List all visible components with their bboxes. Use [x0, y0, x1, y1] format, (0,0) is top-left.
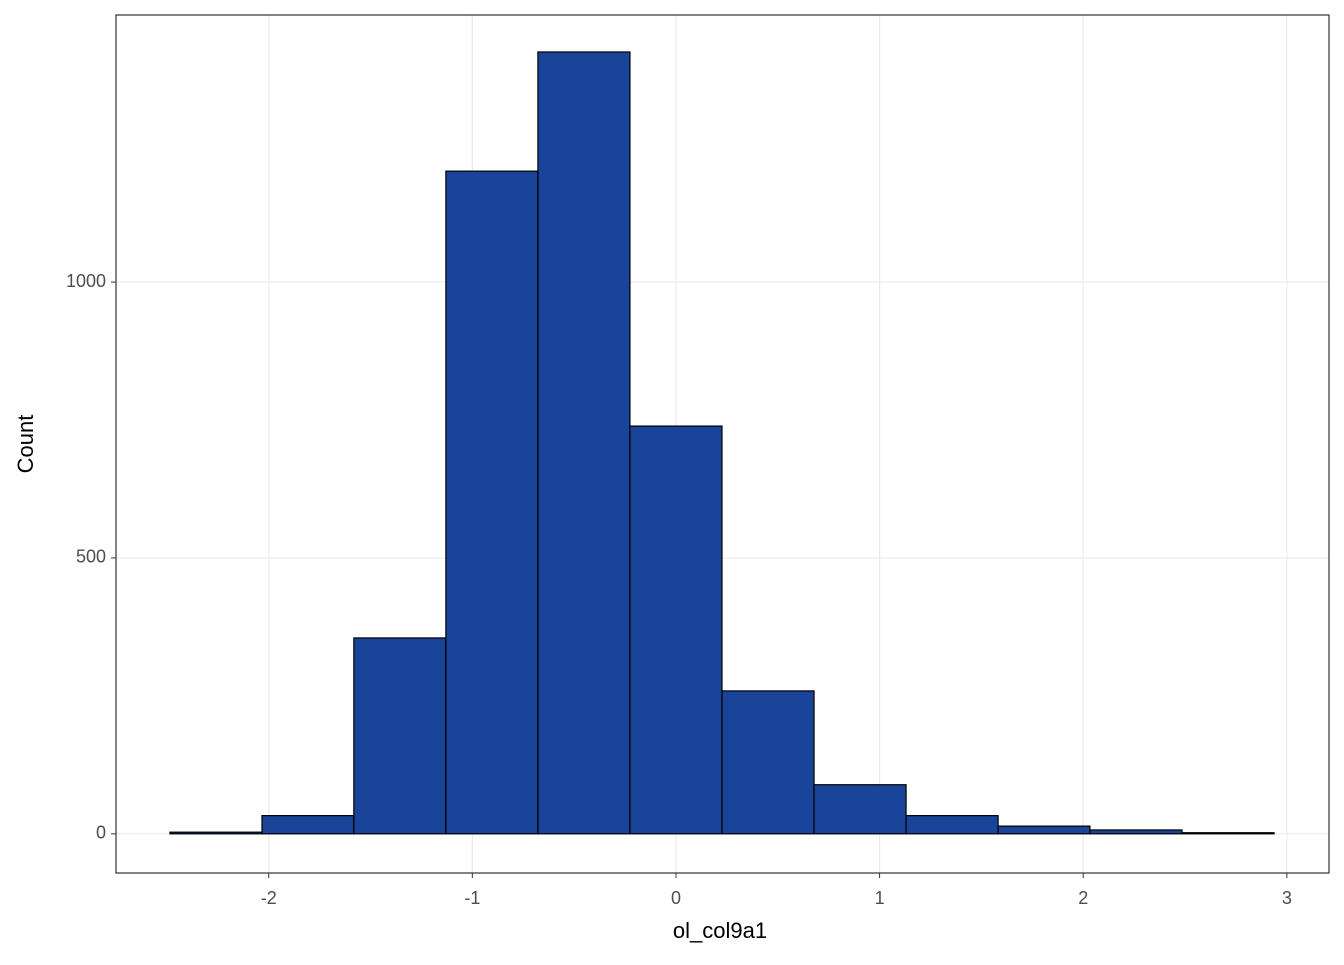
bar — [997, 825, 1091, 835]
y-tick-label: 0 — [96, 823, 106, 843]
bar — [629, 425, 723, 835]
bar — [813, 784, 907, 835]
x-tick-label: -2 — [261, 888, 277, 908]
x-tick-label: 2 — [1078, 888, 1088, 908]
bar — [261, 815, 355, 835]
y-axis-title: Count — [13, 415, 38, 474]
x-tick-label: 1 — [875, 888, 885, 908]
y-tick-label: 500 — [76, 547, 106, 567]
bar — [1181, 832, 1275, 835]
y-tick-label: 1000 — [66, 271, 106, 291]
bar — [353, 637, 447, 835]
bar — [169, 831, 263, 835]
x-axis-title: ol_col9a1 — [673, 918, 767, 943]
bar — [445, 170, 539, 835]
x-tick-label: -1 — [464, 888, 480, 908]
x-tick-label: 3 — [1282, 888, 1292, 908]
panel-border — [115, 14, 1330, 874]
bar — [721, 690, 815, 835]
x-tick-label: 0 — [671, 888, 681, 908]
bar — [537, 51, 631, 835]
bars — [169, 51, 1275, 835]
bar — [1089, 829, 1183, 835]
bar — [905, 815, 999, 835]
